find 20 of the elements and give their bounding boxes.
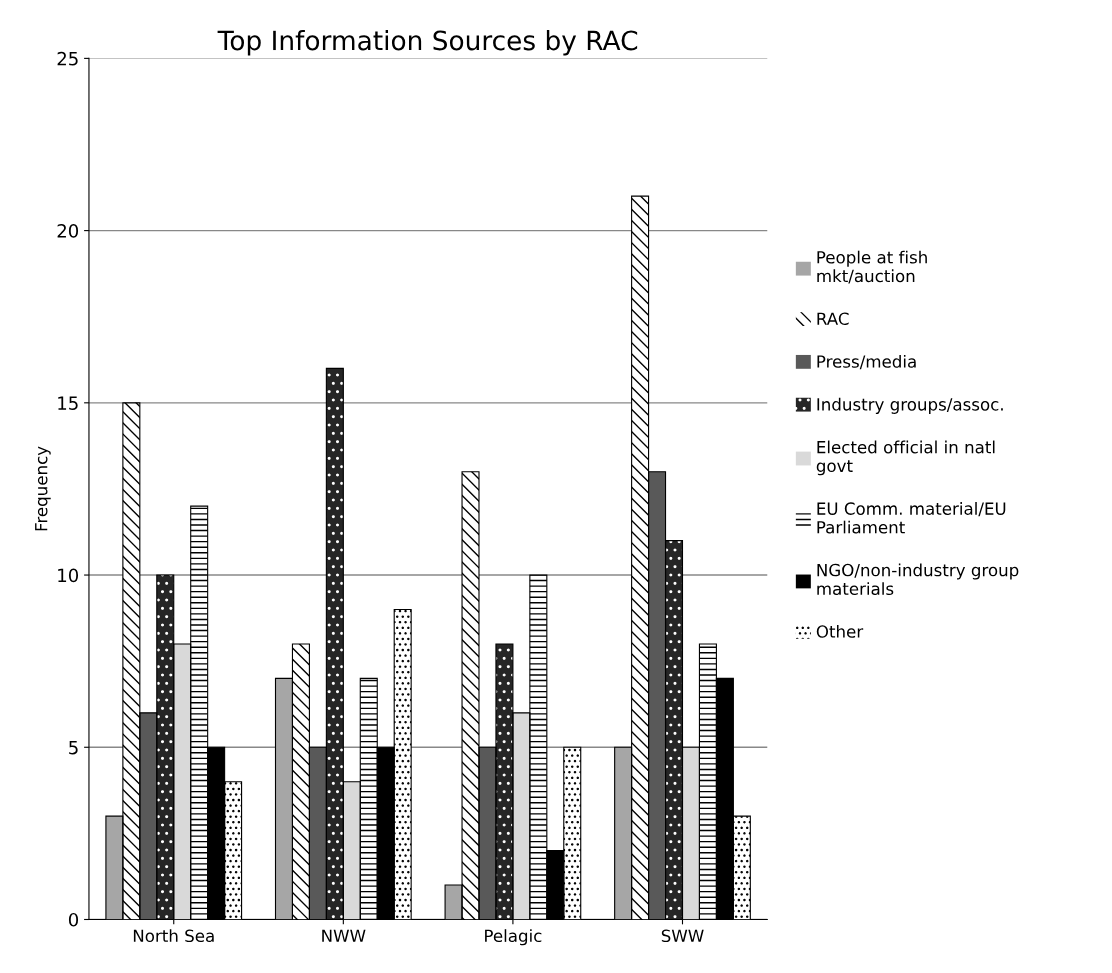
y-tick-label: 0	[68, 912, 79, 927]
y-tick-label: 25	[57, 51, 78, 66]
legend-label: NGO/non-industry group materials	[817, 563, 1019, 596]
legend-label: Press/media	[817, 354, 916, 370]
y-tick-label: 5	[69, 740, 78, 755]
chart-title: Top Information Sources by RAC	[217, 30, 638, 56]
x-tick-label: North Sea	[133, 929, 214, 943]
legend-label: Elected official in natl govt	[816, 440, 995, 476]
x-tick-label: NWW	[322, 929, 366, 942]
legend-label: People at fish mkt/auction	[817, 250, 927, 284]
y-axis-title: Frequency	[35, 446, 51, 531]
legend-label: RAC	[817, 312, 849, 326]
x-tick-label: Pelagic	[485, 929, 542, 946]
x-tick-label: SWW	[661, 929, 704, 943]
legend-label: Other	[816, 624, 864, 638]
y-tick-label: 20	[57, 224, 79, 238]
y-tick-label: 10	[58, 568, 79, 583]
legend-label: Industry groups/assoc.	[817, 397, 1003, 414]
y-tick-label: 15	[58, 396, 78, 410]
legend-label: EU Comm. material/EU Parliament	[817, 502, 1006, 534]
